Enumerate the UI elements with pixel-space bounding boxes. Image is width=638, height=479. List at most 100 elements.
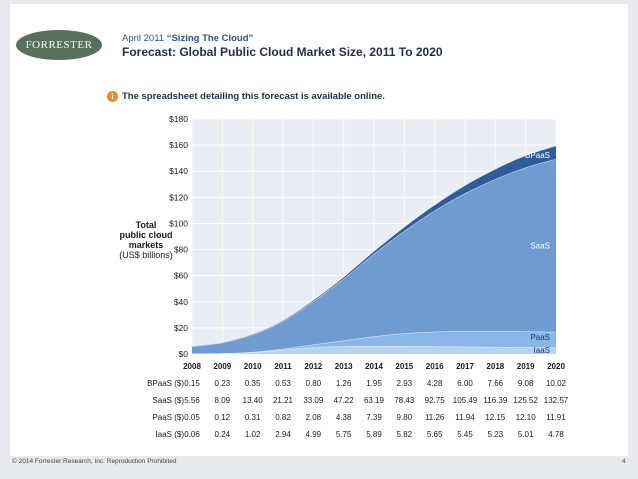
table-cell: 116.39 bbox=[483, 396, 507, 405]
x-tick-label: 2009 bbox=[213, 362, 231, 371]
table-cell: 105.49 bbox=[453, 396, 478, 405]
report-date-line: April 2011 “Sizing The Cloud” bbox=[122, 33, 253, 44]
table-cell: 4.99 bbox=[306, 430, 322, 439]
x-tick-label: 2018 bbox=[486, 362, 504, 371]
table-cell: 1.95 bbox=[366, 379, 382, 388]
table-cell: 9.80 bbox=[397, 413, 413, 422]
area-iaas bbox=[192, 346, 556, 354]
y-tick-label: $120 bbox=[169, 192, 188, 202]
table-row-label: BPaaS ($) bbox=[147, 379, 184, 388]
series-label-saas: SaaS bbox=[530, 242, 550, 251]
y-tick-label: $0 bbox=[179, 349, 189, 359]
table-cell: 8.09 bbox=[215, 396, 231, 405]
table-cell: 12.15 bbox=[485, 413, 506, 422]
table-cell: 5.75 bbox=[336, 430, 352, 439]
table-cell: 13.40 bbox=[243, 396, 264, 405]
series-label-paas: PaaS bbox=[530, 333, 550, 342]
y-axis-label: markets bbox=[129, 240, 164, 250]
table-cell: 5.56 bbox=[184, 396, 200, 405]
table-cell: 4.38 bbox=[336, 413, 352, 422]
page-number: 4 bbox=[622, 458, 626, 465]
spreadsheet-note: i The spreadsheet detailing this forecas… bbox=[107, 91, 385, 102]
table-cell: 33.09 bbox=[303, 396, 324, 405]
table-cell: 4.28 bbox=[427, 379, 443, 388]
table-cell: 2.93 bbox=[397, 379, 413, 388]
x-tick-label: 2016 bbox=[426, 362, 444, 371]
table-cell: 5.45 bbox=[457, 430, 473, 439]
table-cell: 2.94 bbox=[275, 430, 291, 439]
table-cell: 0.15 bbox=[184, 379, 200, 388]
table-cell: 5.23 bbox=[488, 430, 504, 439]
footer-copyright: © 2014 Forrester Research, Inc. Reproduc… bbox=[12, 458, 177, 465]
table-cell: 1.02 bbox=[245, 430, 261, 439]
x-tick-label: 2010 bbox=[244, 362, 262, 371]
x-tick-label: 2013 bbox=[335, 362, 353, 371]
y-tick-label: $60 bbox=[174, 271, 188, 281]
logo-text: FORRESTER bbox=[25, 39, 93, 51]
report-title: “Sizing The Cloud” bbox=[166, 33, 254, 44]
table-cell: 9.08 bbox=[518, 379, 534, 388]
table-cell: 5.65 bbox=[427, 430, 443, 439]
table-cell: 12.10 bbox=[516, 413, 537, 422]
table-cell: 0.80 bbox=[306, 379, 322, 388]
report-date: April 2011 bbox=[122, 33, 165, 44]
y-axis-label: public cloud bbox=[120, 230, 173, 240]
table-cell: 2.08 bbox=[306, 413, 322, 422]
layer-separator bbox=[191, 158, 557, 347]
table-cell: 0.82 bbox=[275, 413, 291, 422]
table-cell: 125.52 bbox=[513, 396, 538, 405]
table-cell: 21.21 bbox=[273, 396, 294, 405]
table-cell: 5.82 bbox=[397, 430, 413, 439]
y-tick-label: $140 bbox=[169, 166, 188, 176]
table-row-label: IaaS ($) bbox=[156, 430, 185, 439]
table-cell: 0.35 bbox=[245, 379, 261, 388]
table-cell: 11.94 bbox=[455, 413, 475, 422]
table-cell: 6.00 bbox=[457, 379, 473, 388]
series-label-bpaas: BPaaS bbox=[525, 151, 550, 160]
table-cell: 0.24 bbox=[215, 430, 231, 439]
x-tick-label: 2008 bbox=[183, 362, 201, 371]
y-axis-unit: (US$ billions) bbox=[119, 250, 173, 260]
y-tick-label: $40 bbox=[174, 297, 188, 307]
page-title: Forecast: Global Public Cloud Market Siz… bbox=[122, 45, 443, 59]
x-tick-label: 2020 bbox=[547, 362, 565, 371]
table-cell: 0.31 bbox=[245, 413, 261, 422]
table-cell: 4.78 bbox=[548, 430, 564, 439]
table-cell: 7.66 bbox=[488, 379, 504, 388]
table-row-label: PaaS ($) bbox=[152, 413, 184, 422]
table-cell: 0.05 bbox=[184, 413, 200, 422]
note-text[interactable]: The spreadsheet detailing this forecast … bbox=[122, 91, 385, 102]
table-cell: 1.26 bbox=[336, 379, 352, 388]
table-cell: 11.26 bbox=[425, 413, 445, 422]
table-cell: 63.19 bbox=[364, 396, 385, 405]
table-cell: 7.39 bbox=[366, 413, 382, 422]
series-label-iaas: IaaS bbox=[534, 346, 550, 355]
y-tick-label: $100 bbox=[169, 218, 188, 228]
table-cell: 10.02 bbox=[546, 379, 567, 388]
table-cell: 0.06 bbox=[184, 430, 200, 439]
layer-separator bbox=[191, 346, 557, 355]
table-cell: 0.23 bbox=[215, 379, 231, 388]
layer-separator bbox=[191, 330, 557, 355]
x-tick-label: 2019 bbox=[517, 362, 535, 371]
info-icon: i bbox=[107, 91, 118, 102]
table-cell: 5.01 bbox=[518, 430, 534, 439]
x-tick-label: 2014 bbox=[365, 362, 383, 371]
y-tick-label: $80 bbox=[174, 245, 188, 255]
table-row-label: SaaS ($) bbox=[152, 396, 184, 405]
y-tick-label: $20 bbox=[174, 323, 188, 333]
table-cell: 0.12 bbox=[215, 413, 231, 422]
x-tick-label: 2017 bbox=[456, 362, 474, 371]
table-cell: 0.53 bbox=[275, 379, 291, 388]
x-tick-label: 2011 bbox=[274, 362, 292, 371]
table-cell: 47.22 bbox=[334, 396, 355, 405]
table-cell: 78.43 bbox=[394, 396, 415, 405]
table-cell: 5.89 bbox=[366, 430, 382, 439]
y-tick-label: $180 bbox=[169, 114, 188, 124]
x-tick-label: 2012 bbox=[304, 362, 322, 371]
x-tick-label: 2015 bbox=[395, 362, 413, 371]
table-cell: 92.75 bbox=[425, 396, 446, 405]
table-cell: 11.91 bbox=[546, 413, 566, 422]
area-saas bbox=[192, 159, 556, 354]
